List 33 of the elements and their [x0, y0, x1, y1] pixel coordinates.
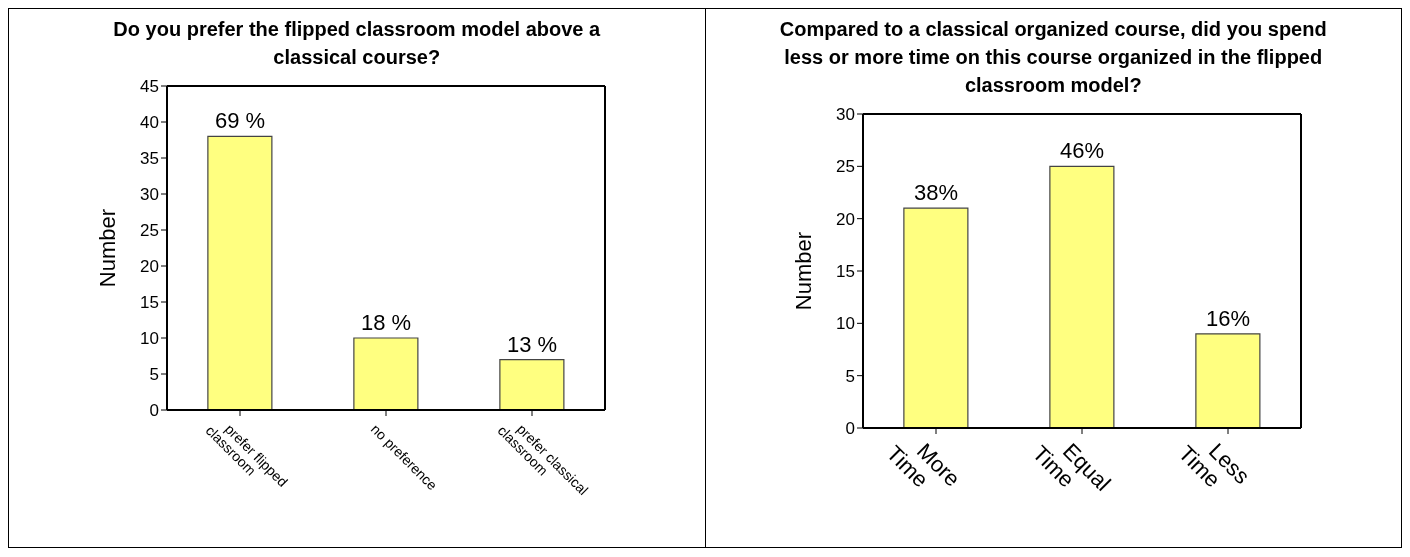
bar: [903, 207, 969, 428]
y-tick-label: 0: [845, 419, 856, 439]
y-tick-label: 30: [836, 105, 856, 125]
y-axis-title: Number: [791, 231, 817, 311]
annotation: 69 %: [214, 108, 265, 134]
bar: [353, 337, 419, 410]
y-tick-label: 5: [149, 365, 159, 385]
y-tick-label: 45: [139, 77, 159, 97]
y-tick-label: 30: [139, 185, 159, 205]
bar: [207, 135, 273, 410]
y-tick-label: 20: [836, 209, 856, 229]
y-axis-title: Number: [94, 208, 120, 288]
chart-title: Compared to a classical organized course, did you spend less or more time on this course organized in the flipped classroom model?: [778, 17, 1328, 98]
y-tick-label: 25: [139, 221, 159, 241]
annotation: 18 %: [360, 310, 411, 335]
annotation: 16%: [1206, 305, 1251, 331]
y-tick-label: 15: [139, 293, 159, 313]
y-tick-label: 25: [836, 157, 856, 177]
annotation: 46%: [1060, 138, 1105, 164]
y-tick-label: 10: [139, 329, 159, 349]
bar: [1195, 333, 1261, 428]
bar: [499, 359, 565, 410]
y-tick-label: 5: [845, 366, 856, 386]
y-tick-label: 15: [836, 262, 856, 282]
y-tick-label: 35: [139, 149, 159, 169]
y-tick-label: 40: [139, 113, 159, 133]
bar: [1049, 165, 1115, 428]
annotation: 13 %: [506, 331, 557, 357]
annotation: 38%: [914, 180, 959, 206]
y-tick-label: 10: [836, 314, 856, 334]
y-tick-label: 0: [149, 401, 159, 421]
y-tick-label: 20: [139, 257, 159, 277]
chart-title: Do you prefer the flipped classroom model above a classical course?: [112, 17, 602, 70]
